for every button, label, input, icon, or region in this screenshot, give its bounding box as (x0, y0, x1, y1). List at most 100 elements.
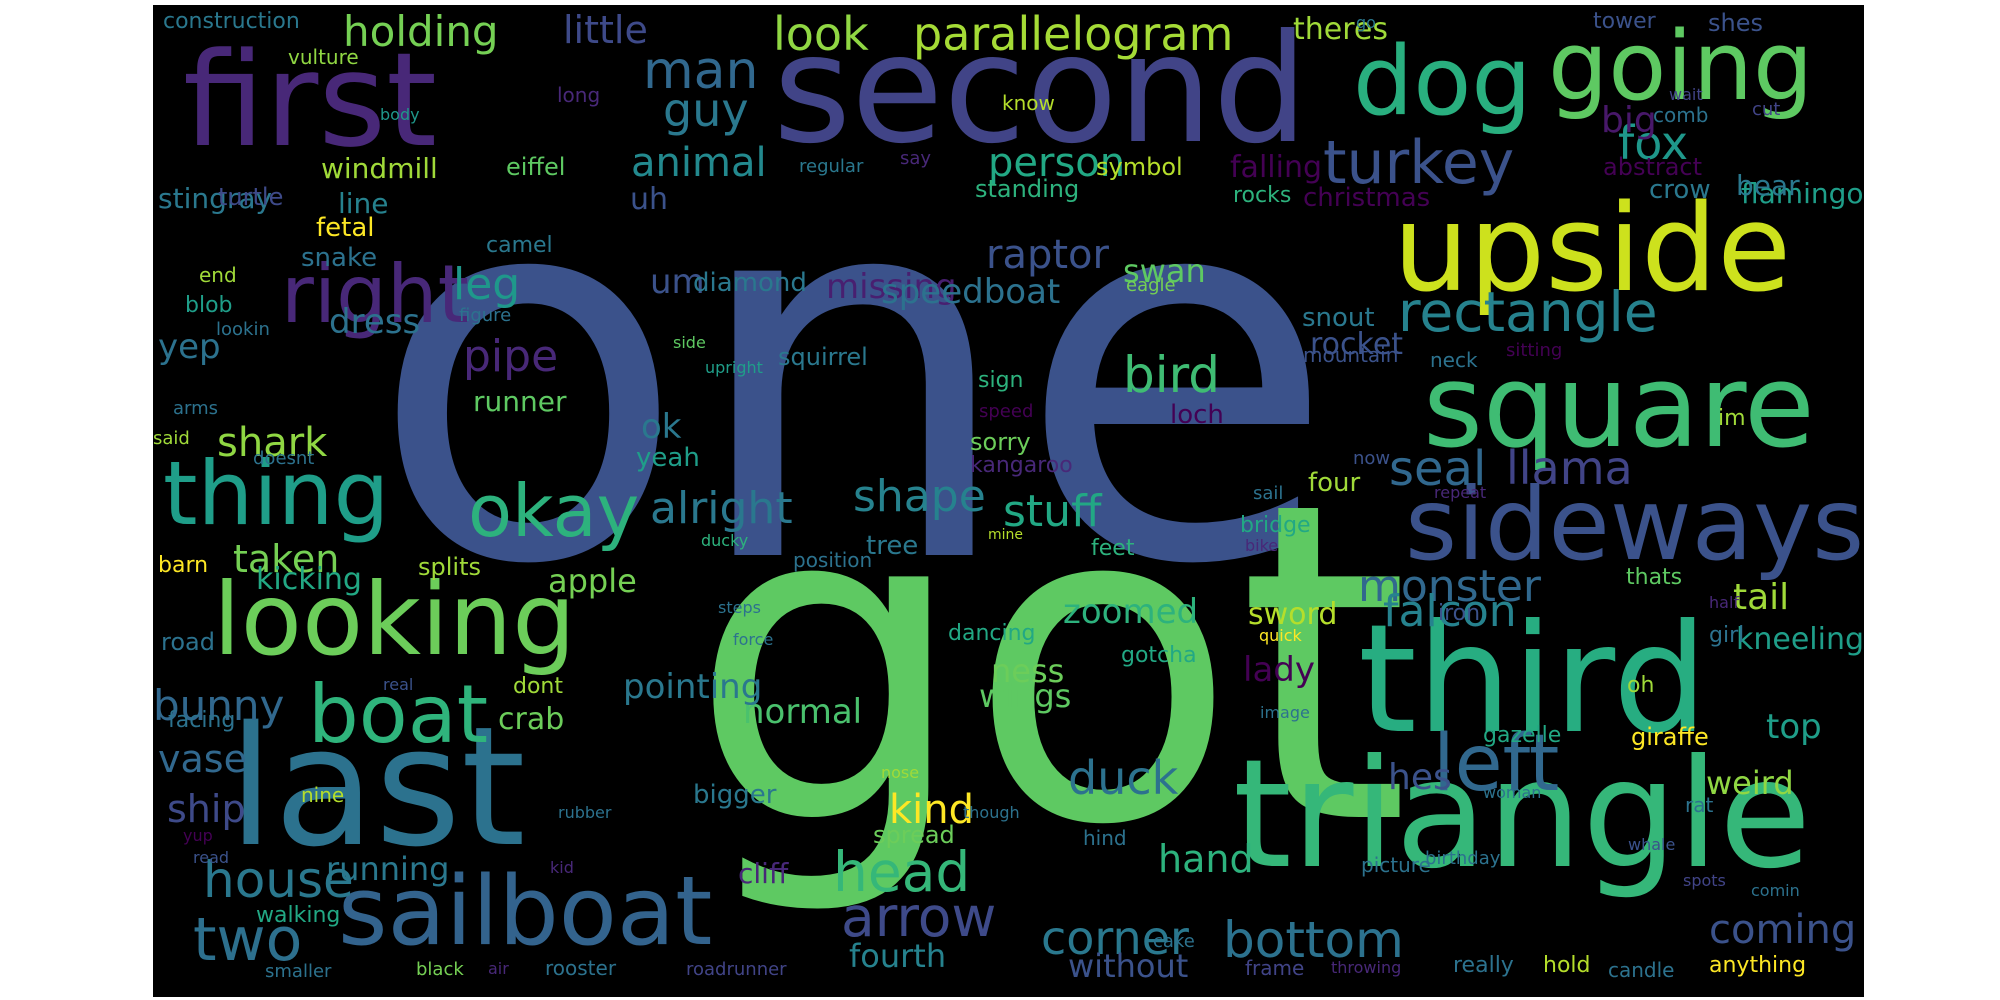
word-half: half (1709, 593, 1740, 612)
word-position: position (793, 548, 873, 572)
word-doesnt: doesnt (253, 448, 315, 469)
word-monster: monster (1358, 561, 1542, 612)
word-flamingo: flamingo (1741, 177, 1864, 210)
word-comin: comin (1751, 881, 1800, 900)
word-blob: blob (185, 293, 233, 318)
word-sorry: sorry (970, 428, 1031, 456)
word-go: go (1356, 13, 1376, 32)
word-cloud: one got second first last triangle third… (153, 5, 1864, 997)
word-coming: coming (1709, 907, 1857, 953)
word-looking: looking (213, 561, 576, 678)
word-diamond: diamond (693, 268, 807, 298)
word-last: last (228, 691, 526, 883)
word-turtle: turtle (218, 183, 284, 211)
word-rooster: rooster (545, 956, 617, 980)
word-lady: lady (1243, 650, 1315, 690)
word-uh: uh (630, 182, 669, 217)
word-real: real (383, 675, 414, 694)
word-stingray: stingray (158, 182, 273, 215)
word-kicking: kicking (256, 562, 362, 597)
word-figure: figure (459, 305, 512, 326)
word-rubber: rubber (558, 803, 612, 822)
word-sail: sail (1253, 483, 1284, 504)
word-weird: weird (1706, 764, 1794, 802)
word-rocks: rocks (1233, 183, 1292, 208)
word-dancing: dancing (948, 621, 1036, 646)
word-got: got (689, 409, 1411, 921)
word-man: man (643, 41, 759, 101)
word-gazelle: gazelle (1483, 723, 1562, 748)
word-corner: corner (1041, 911, 1189, 965)
word-head: head (833, 840, 971, 904)
word-girl: girl (1709, 623, 1745, 648)
word-bunny: bunny (153, 681, 285, 730)
word-lookin: lookin (216, 319, 270, 340)
word-ducky: ducky (701, 531, 749, 550)
word-arrow: arrow (841, 885, 997, 949)
word-falling: falling (1230, 150, 1323, 185)
word-one: one (369, 72, 1337, 678)
word-sailboat: sailboat (338, 857, 713, 967)
word-nose: nose (881, 763, 920, 782)
word-swan: swan (1123, 252, 1206, 290)
word-look: look (773, 7, 869, 61)
word-construction: construction (163, 9, 300, 34)
word-shark: shark (217, 420, 328, 466)
word-bike: bike (1245, 536, 1279, 555)
word-long: long (557, 83, 601, 107)
word-snout: snout (1302, 303, 1375, 333)
word-symbol: symbol (1096, 153, 1183, 181)
word-wings: wings (979, 677, 1072, 715)
word-read: read (193, 848, 230, 867)
word-thats: thats (1626, 565, 1683, 590)
word-abstract: abstract (1603, 153, 1703, 181)
word-giraffe: giraffe (1631, 723, 1709, 751)
word-yep: yep (158, 327, 221, 367)
word-yeah: yeah (636, 443, 700, 473)
word-snake: snake (301, 243, 378, 273)
word-christmas: christmas (1303, 183, 1431, 213)
word-say: say (900, 148, 932, 169)
word-dont: dont (513, 674, 563, 699)
word-rat: rat (1685, 793, 1714, 817)
word-boat: boat (308, 668, 489, 761)
word-llama: llama (1506, 441, 1633, 495)
word-vase: vase (158, 737, 247, 781)
word-first: first (183, 24, 438, 176)
word-mine: mine (988, 527, 1024, 543)
word-third: third (1358, 593, 1708, 767)
word-normal: normal (743, 692, 863, 732)
word-im: im (1718, 406, 1746, 431)
word-runner: runner (473, 385, 567, 418)
word-squirrel: squirrel (778, 343, 868, 371)
word-walking: walking (256, 903, 341, 928)
word-parallelogram: parallelogram (913, 7, 1234, 61)
word-iron: iron (1438, 601, 1481, 626)
word-cliff: cliff (738, 857, 789, 890)
word-leg: leg (453, 259, 521, 310)
word-facing: facing (168, 708, 236, 733)
word-smaller: smaller (265, 961, 332, 982)
word-little: little (563, 8, 648, 52)
word-dress: dress (329, 302, 421, 342)
word-side: side (673, 333, 706, 352)
word-yup: yup (183, 826, 213, 845)
word-bird: bird (1123, 346, 1221, 404)
word-woman: woman (1483, 783, 1542, 802)
word-though: though (963, 803, 1020, 822)
word-eagle: eagle (1126, 275, 1176, 296)
word-candle: candle (1608, 958, 1675, 982)
word-kneeling: kneeling (1736, 622, 1864, 657)
word-second: second (773, 5, 1308, 177)
word-pointing: pointing (623, 667, 763, 707)
word-ship: ship (167, 787, 246, 831)
word-big: big (1601, 100, 1657, 141)
word-taken: taken (233, 537, 340, 581)
word-seal: seal (1389, 441, 1487, 497)
word-camel: camel (486, 233, 553, 258)
word-tree: tree (866, 531, 919, 561)
word-black: black (416, 959, 464, 980)
word-holding: holding (343, 7, 499, 56)
word-ness: ness (991, 652, 1065, 690)
word-fox: fox (1618, 116, 1689, 170)
